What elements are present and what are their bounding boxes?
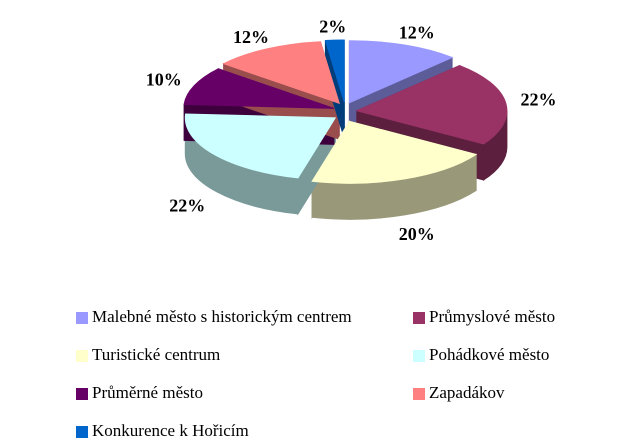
legend-label: Turistické centrum: [92, 345, 220, 364]
legend-label: Průměrné město: [92, 383, 203, 402]
value-label: 2%: [319, 17, 346, 37]
legend-label: Malebné město s historickým centrem: [92, 307, 352, 326]
value-label: 20%: [399, 224, 435, 244]
legend-label: Konkurence k Hořicím: [92, 421, 249, 440]
slice: [324, 39, 345, 103]
legend-label: Pohádkové město: [429, 345, 549, 364]
slice: [311, 120, 478, 184]
legend-swatch: [76, 350, 88, 362]
slice: [184, 113, 337, 179]
slice: [355, 65, 508, 145]
value-label: 12%: [233, 27, 269, 47]
legend-label: Průmyslové město: [429, 307, 555, 326]
value-label: 12%: [399, 22, 435, 42]
slice: [222, 41, 340, 105]
legend-swatch: [413, 350, 425, 362]
legend-label: Zapadákov: [429, 383, 505, 402]
legend-swatch: [76, 312, 88, 324]
value-label: 22%: [520, 90, 556, 110]
value-label: 22%: [169, 195, 205, 215]
legend-swatch: [76, 388, 88, 400]
value-label: 10%: [146, 69, 182, 89]
slice: [183, 68, 335, 109]
slice: [348, 40, 454, 104]
legend-swatch: [413, 388, 425, 400]
legend-swatch: [413, 312, 425, 324]
legend-swatch: [76, 426, 88, 438]
